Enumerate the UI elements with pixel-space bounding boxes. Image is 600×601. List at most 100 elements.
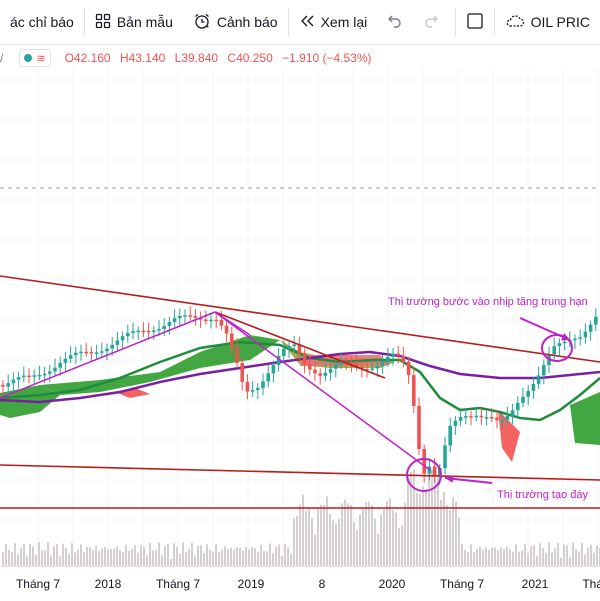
candle-body <box>386 357 390 363</box>
candle-body <box>464 416 468 418</box>
layout-name-button[interactable]: OIL PRIC <box>495 0 600 44</box>
indicators-button[interactable]: ác chỉ báo <box>0 0 84 44</box>
symbol-label: OIL PRIC <box>530 14 590 30</box>
candle-body <box>63 358 68 363</box>
volume-bar <box>263 550 265 566</box>
candle-body <box>120 336 125 341</box>
volume-bar <box>515 544 517 566</box>
candle-body <box>360 366 364 369</box>
candle-body <box>250 390 255 392</box>
volume-bar <box>410 471 412 566</box>
candle-body <box>500 419 504 422</box>
volume-bar <box>449 510 451 566</box>
candle-body <box>505 415 510 420</box>
mid-term-arrow <box>519 317 571 341</box>
redo-button[interactable] <box>413 0 449 44</box>
volume-bar <box>116 546 118 566</box>
trendline <box>0 464 600 481</box>
x-tick-label: 2019 <box>237 577 265 591</box>
series-status-pill[interactable]: ≋ <box>19 49 51 67</box>
volume-bar <box>320 504 322 566</box>
volume-bar <box>104 546 106 566</box>
volume-bar <box>23 543 25 566</box>
volume-bar <box>305 510 307 566</box>
candle-body <box>214 319 218 322</box>
candle-body <box>89 351 94 354</box>
candle-body <box>443 445 447 469</box>
volume-bar <box>311 517 313 566</box>
volume-bar <box>257 551 259 566</box>
volume-bar <box>122 552 124 566</box>
x-tick-label: Tháng 7 <box>155 577 201 591</box>
red-trendlines <box>0 275 600 509</box>
volume-bar <box>266 551 268 566</box>
toolbar-divider <box>83 8 85 36</box>
volume-bar <box>56 544 58 566</box>
volume-bar <box>500 547 502 566</box>
candle-body <box>245 381 250 392</box>
volume-bar <box>548 542 550 566</box>
candle-body <box>365 368 369 371</box>
candle-body <box>58 362 62 368</box>
volume-bar <box>446 505 448 566</box>
rewind-icon <box>299 13 315 32</box>
volume-bar <box>233 549 235 566</box>
candle-body <box>339 361 343 365</box>
volume-bar <box>425 489 427 566</box>
candle-body <box>48 371 52 374</box>
candle-body <box>94 352 99 354</box>
time-axis[interactable]: Tháng 7 2018 Tháng 7 2019 8 2020 Tháng 7… <box>0 566 600 601</box>
volume-bar <box>569 556 571 566</box>
candle-body <box>172 318 177 323</box>
candle-body <box>16 376 21 380</box>
volume-bar <box>593 552 595 566</box>
volume-bar <box>557 542 559 566</box>
candle-body <box>458 416 463 421</box>
volume-bar <box>386 501 388 566</box>
volume-bar <box>374 518 376 566</box>
candle-body <box>453 420 458 426</box>
replay-button[interactable]: Xem lại <box>289 0 378 44</box>
undo-button[interactable] <box>377 0 413 44</box>
low-value: L39.840 <box>174 51 219 65</box>
candle-body <box>469 416 473 418</box>
volume-bar <box>335 523 337 566</box>
volume-bar <box>482 549 484 566</box>
candle-body <box>204 319 208 322</box>
candle-body <box>313 369 317 374</box>
price-chart[interactable] <box>0 68 600 566</box>
volume-bar <box>227 549 229 566</box>
candle-body <box>521 396 525 403</box>
candle-body <box>516 402 520 411</box>
candle-body <box>432 466 437 476</box>
candle-body <box>193 315 198 318</box>
volume-bar <box>539 543 541 566</box>
alerts-button[interactable]: Cảnh báo <box>183 0 288 44</box>
volume-bar <box>461 543 463 566</box>
annotation-arrows <box>444 317 571 484</box>
candle-body <box>318 373 322 376</box>
templates-label: Bản mẫu <box>116 14 173 30</box>
volume-bar <box>191 543 193 566</box>
volume-bar <box>398 528 400 566</box>
volume-bar <box>431 470 433 566</box>
alerts-label: Cảnh báo <box>216 14 278 30</box>
volume-bar <box>494 547 496 566</box>
volume-bar <box>356 529 358 566</box>
magenta-analysis-lines <box>0 311 431 471</box>
candle-body <box>11 379 16 384</box>
candle-body <box>162 325 166 329</box>
volume-bar <box>275 546 277 566</box>
volume-bar <box>512 551 514 566</box>
volume-bar <box>149 542 151 566</box>
square-icon <box>466 12 484 33</box>
volume-bar <box>212 551 214 566</box>
volume-bar <box>140 545 142 566</box>
volume-bar <box>443 491 445 566</box>
volume-bar <box>587 547 589 566</box>
templates-button[interactable]: Bản mẫu <box>85 0 183 44</box>
market-bottom-annotation: Thị trường tạo đáy <box>497 489 589 501</box>
fullscreen-button[interactable] <box>456 0 494 44</box>
x-tick-label: Tháng 7 <box>439 577 485 591</box>
close-value: C40.250 <box>227 51 273 65</box>
